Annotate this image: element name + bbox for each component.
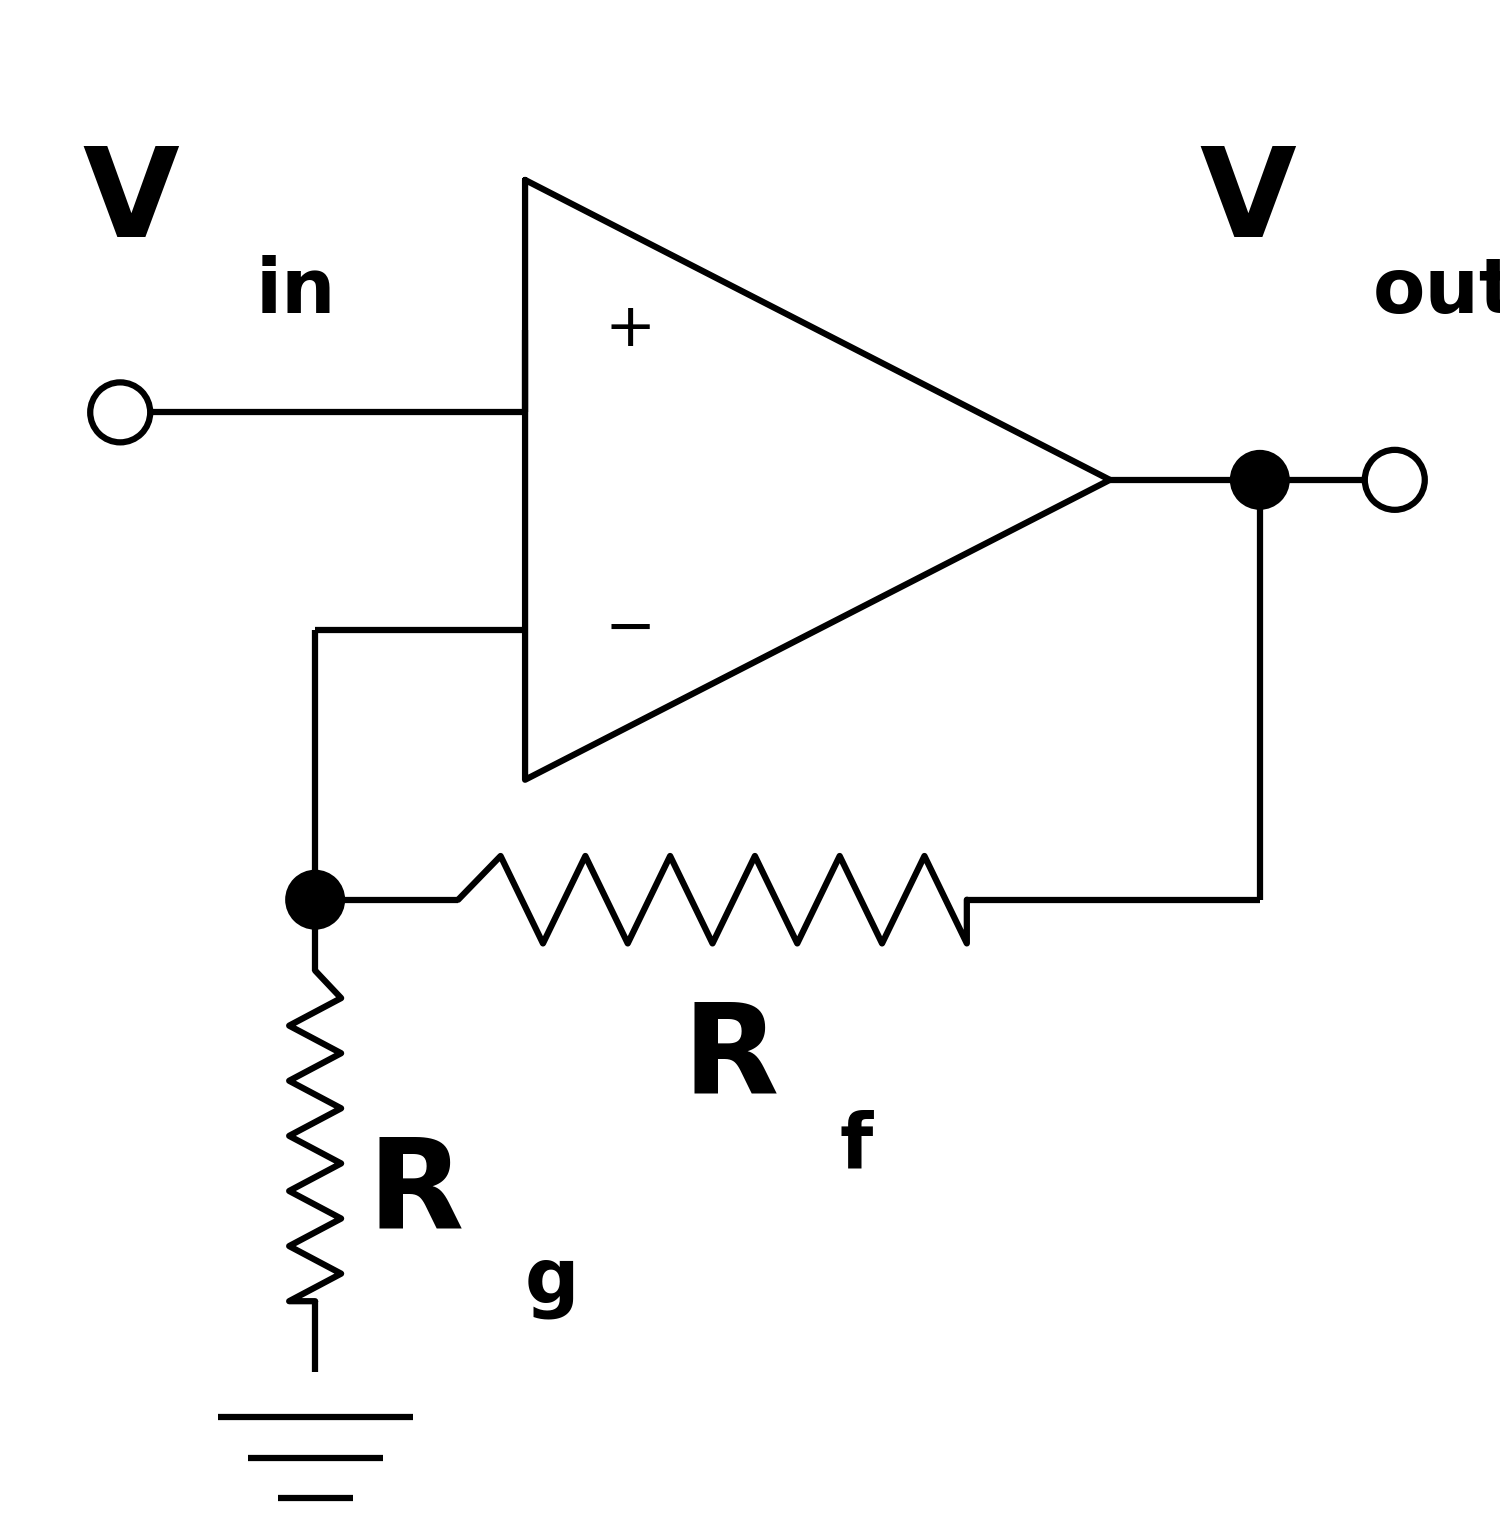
Text: V: V	[82, 142, 180, 263]
Text: f: f	[840, 1109, 873, 1184]
Circle shape	[285, 869, 345, 929]
Text: V: V	[1200, 142, 1296, 263]
Text: R: R	[682, 998, 778, 1118]
Text: +: +	[604, 301, 656, 359]
Text: out: out	[1372, 255, 1500, 329]
Text: −: −	[604, 601, 656, 659]
Circle shape	[1230, 449, 1290, 510]
Text: R: R	[368, 1132, 464, 1253]
Text: g: g	[525, 1245, 579, 1319]
Text: in: in	[255, 255, 336, 329]
